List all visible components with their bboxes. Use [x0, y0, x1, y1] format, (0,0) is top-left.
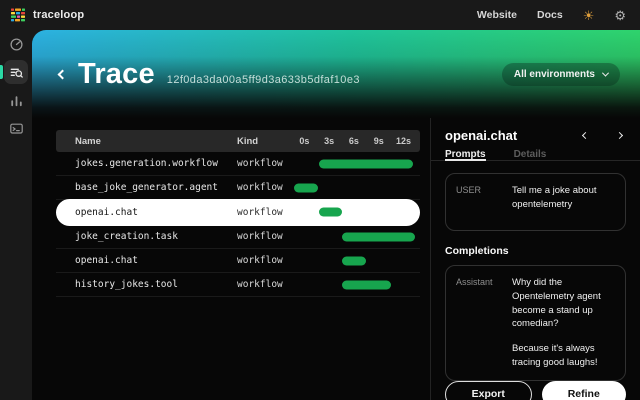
trace-search-icon	[10, 68, 23, 78]
table-row[interactable]: history_jokes.tool workflow	[56, 273, 420, 297]
axis-tick: 0s	[299, 136, 310, 146]
span-navigation	[578, 129, 626, 143]
timeline-cell	[292, 249, 420, 272]
completion-line: Because it's always tracing good laughs!	[512, 343, 598, 368]
sidebar	[0, 30, 32, 400]
bar-chart-icon	[10, 95, 22, 106]
theme-toggle-sun-icon[interactable]: ☀	[582, 7, 595, 23]
tab-details[interactable]: Details	[513, 149, 547, 160]
back-button[interactable]	[52, 64, 72, 84]
span-kind: workflow	[237, 255, 283, 266]
timeline-cell	[292, 152, 420, 175]
timeline-cell	[292, 225, 420, 248]
trace-title-group: Trace 12f0da3da00a5ff9d3a633b5dfaf10e3	[78, 58, 360, 91]
environment-dropdown-label: All environments	[513, 68, 595, 80]
traceloop-logo-icon	[11, 8, 25, 22]
prev-span-button[interactable]	[578, 129, 592, 143]
span-name: openai.chat	[75, 255, 138, 266]
prompt-text: Tell me a joke about opentelemetry	[512, 185, 597, 210]
panel-header: openai.chat	[445, 128, 626, 143]
axis-tick: 6s	[348, 136, 359, 146]
timeline-cell	[292, 176, 420, 199]
prompt-role-label: USER	[456, 185, 482, 195]
panel-title: openai.chat	[445, 128, 518, 143]
table-row[interactable]: openai.chat workflow	[56, 249, 420, 273]
axis-tick: 12s	[395, 136, 411, 146]
span-name: joke_creation.task	[75, 231, 178, 242]
table-header: Name Kind 0s 3s 6s 9s 12s	[56, 130, 420, 152]
top-bar: traceloop Website Docs ☀ ⚙	[0, 0, 640, 30]
brand-name: traceloop	[33, 9, 85, 21]
sidebar-item-traces[interactable]	[0, 60, 28, 84]
page-title: Trace	[78, 57, 155, 90]
prompt-message: USER Tell me a joke about opentelemetry	[445, 173, 626, 231]
table-row-selected[interactable]: openai.chat workflow	[56, 199, 420, 226]
trace-header: Trace 12f0da3da00a5ff9d3a633b5dfaf10e3 A…	[32, 30, 640, 118]
span-kind: workflow	[237, 279, 283, 290]
table-row[interactable]: joke_creation.task workflow	[56, 225, 420, 249]
timeline-cell	[292, 273, 420, 296]
span-detail-panel: openai.chat Prompts Details USER Tell me…	[430, 118, 640, 400]
tab-prompts[interactable]: Prompts	[445, 149, 486, 161]
timeline-bar	[341, 232, 416, 241]
timeline-bar	[341, 280, 392, 289]
table-row[interactable]: base_joke_generator.agent workflow	[56, 176, 420, 200]
timeline-bar	[319, 207, 343, 217]
timeline-bar	[294, 183, 318, 192]
main-content: Trace 12f0da3da00a5ff9d3a633b5dfaf10e3 A…	[32, 30, 640, 400]
chevron-right-icon	[615, 131, 623, 140]
axis-tick: 9s	[373, 136, 384, 146]
timeline-bar	[342, 256, 367, 265]
completion-role-label: Assistant	[456, 277, 493, 287]
sidebar-item-dashboard[interactable]	[4, 32, 28, 56]
timeline-bar	[319, 159, 414, 168]
environment-dropdown[interactable]: All environments	[501, 62, 620, 86]
terminal-icon	[9, 123, 23, 134]
span-name: history_jokes.tool	[75, 279, 178, 290]
span-kind: workflow	[237, 206, 283, 218]
brand[interactable]: traceloop	[10, 7, 84, 23]
sidebar-item-analytics[interactable]	[4, 88, 28, 112]
panel-actions: Export Refine	[445, 380, 626, 400]
timeline-cell	[292, 199, 420, 225]
span-table: Name Kind 0s 3s 6s 9s 12s jokes.generati…	[32, 118, 430, 400]
completion-text: Why did the Opentelemetry agent become a…	[512, 276, 615, 370]
chevron-left-icon	[581, 131, 589, 140]
span-name: base_joke_generator.agent	[75, 182, 218, 193]
span-kind: workflow	[237, 182, 283, 193]
docs-link[interactable]: Docs	[537, 9, 563, 21]
chevron-down-icon	[601, 69, 610, 77]
sidebar-item-console[interactable]	[4, 116, 28, 140]
span-name: jokes.generation.workflow	[75, 158, 218, 169]
top-links: Website Docs ☀ ⚙	[477, 9, 626, 22]
export-button[interactable]: Export	[445, 380, 532, 400]
axis-tick: 3s	[324, 136, 335, 146]
completion-message: Assistant Why did the Opentelemetry agen…	[445, 265, 626, 381]
completions-heading: Completions	[445, 245, 509, 257]
trace-id: 12f0da3da00a5ff9d3a633b5dfaf10e3	[166, 73, 360, 86]
gauge-icon	[9, 37, 23, 51]
column-header-kind: Kind	[237, 135, 259, 147]
timeline-axis: 0s 3s 6s 9s 12s	[292, 130, 420, 152]
completion-line: Why did the Opentelemetry agent become a…	[512, 277, 601, 330]
next-span-button[interactable]	[612, 129, 626, 143]
panel-tabs: Prompts Details	[431, 149, 640, 161]
column-header-name: Name	[75, 135, 101, 147]
table-row[interactable]: jokes.generation.workflow workflow	[56, 152, 420, 176]
settings-gear-icon[interactable]: ⚙	[614, 7, 626, 23]
chevron-left-icon	[57, 69, 67, 79]
content-body: Name Kind 0s 3s 6s 9s 12s jokes.generati…	[32, 118, 640, 400]
refine-button[interactable]: Refine	[541, 380, 626, 400]
span-kind: workflow	[237, 158, 283, 169]
span-name: openai.chat	[75, 206, 138, 218]
website-link[interactable]: Website	[476, 9, 517, 21]
span-kind: workflow	[237, 231, 283, 242]
